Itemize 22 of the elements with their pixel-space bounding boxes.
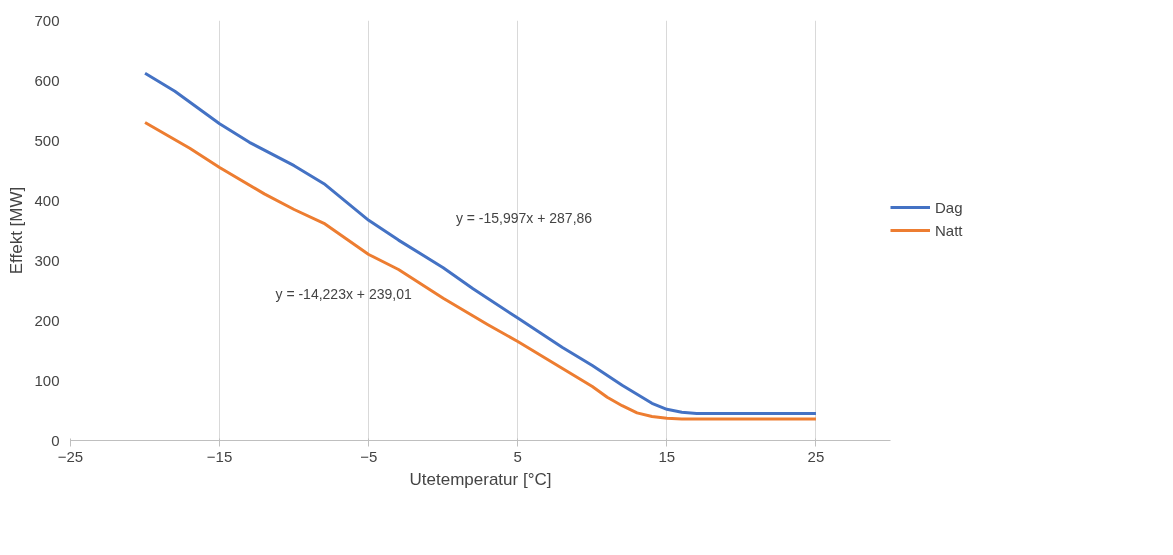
y-axis-title: Effekt [MW]: [7, 186, 27, 275]
annotation: y = -15,997x + 287,86: [455, 210, 593, 227]
annotation: y = -14,223x + 239,01: [275, 285, 412, 302]
x-tick-label: −5: [360, 447, 378, 465]
y-tick-label: 100: [34, 371, 60, 389]
line-series: [143, 71, 818, 415]
y-tick-label: 600: [34, 71, 60, 89]
x-tick-label: −25: [57, 447, 84, 465]
legend-label: Natt: [935, 221, 963, 239]
x-tick-label: 25: [807, 447, 825, 465]
y-tick-label: 500: [34, 131, 60, 149]
line-series: [143, 121, 818, 421]
x-axis-title: Utetemperatur [°C]: [409, 469, 552, 489]
x-tick-label: 15: [658, 447, 676, 465]
y-tick-label: 0: [51, 431, 60, 449]
x-tick-label: −15: [206, 447, 233, 465]
y-tick-label: 700: [34, 11, 60, 29]
y-tick-label: 200: [34, 311, 60, 329]
x-tick-label: 5: [513, 447, 522, 465]
legend-label: Dag: [935, 198, 963, 216]
y-tick-label: 300: [34, 251, 60, 269]
y-tick-label: 400: [34, 191, 60, 209]
